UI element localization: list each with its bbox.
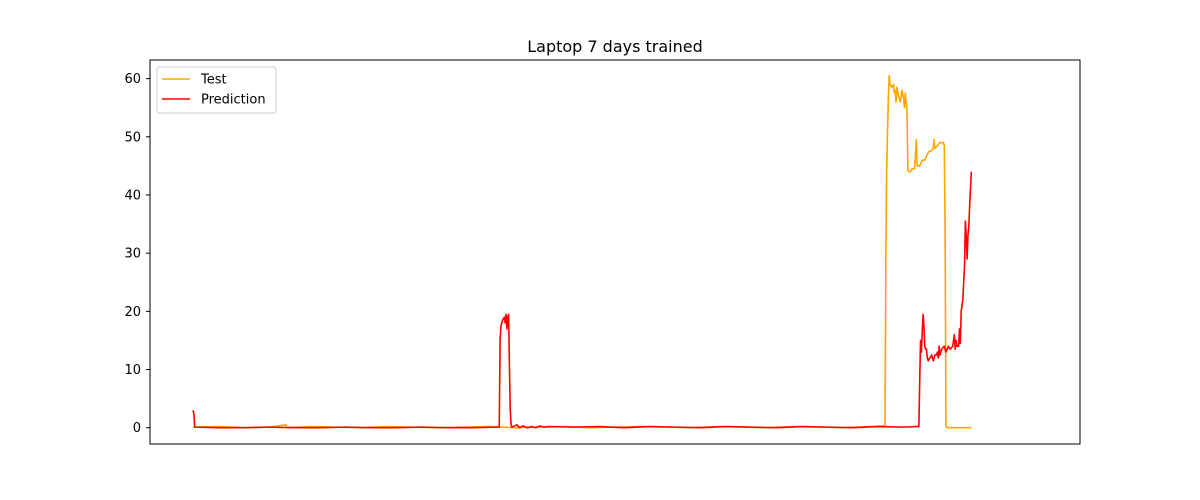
chart-title: Laptop 7 days trained bbox=[527, 37, 703, 56]
series-line-test bbox=[192, 74, 972, 429]
plot-series bbox=[192, 74, 973, 429]
y-tick-label: 20 bbox=[124, 305, 141, 320]
y-tick-label: 40 bbox=[124, 188, 141, 203]
legend-label-test: Test bbox=[200, 73, 227, 88]
y-axis: 0 10 20 30 40 50 60 bbox=[124, 72, 150, 436]
y-tick-label: 0 bbox=[133, 421, 141, 436]
y-tick-label: 10 bbox=[124, 363, 141, 378]
y-tick-label: 30 bbox=[124, 247, 141, 262]
plot-area-frame bbox=[149, 59, 1081, 445]
series-line-prediction bbox=[192, 171, 973, 429]
y-tick-label: 50 bbox=[124, 130, 141, 145]
legend: Test Prediction bbox=[156, 66, 277, 114]
y-tick-label: 60 bbox=[124, 72, 141, 87]
legend-label-prediction: Prediction bbox=[201, 93, 266, 108]
